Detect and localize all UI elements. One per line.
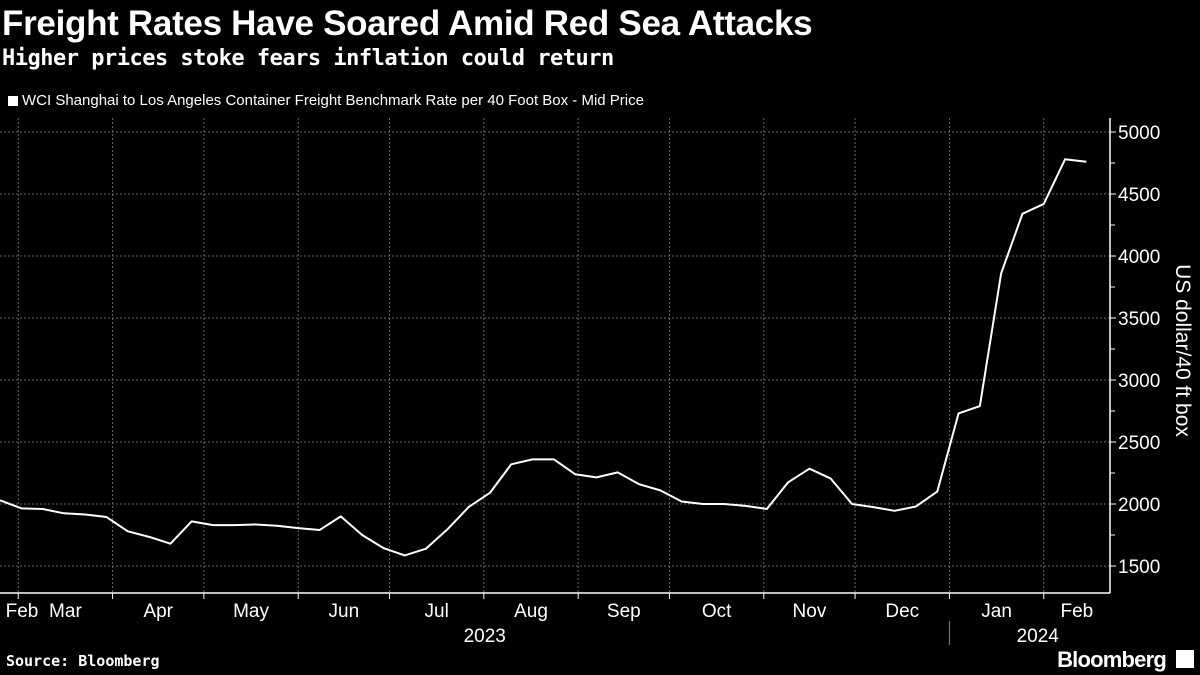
- y-tick-label: 4000: [1118, 247, 1160, 268]
- y-tick-label: 1500: [1118, 557, 1160, 578]
- legend-swatch: [8, 95, 18, 106]
- y-tick-label: 3000: [1118, 371, 1160, 392]
- x-tick-label: Jul: [425, 601, 449, 622]
- chart-subtitle: Higher prices stoke fears inflation coul…: [2, 46, 614, 71]
- chart-title: Freight Rates Have Soared Amid Red Sea A…: [2, 4, 813, 43]
- legend-label: WCI Shanghai to Los Angeles Container Fr…: [22, 92, 644, 109]
- legend: WCI Shanghai to Los Angeles Container Fr…: [8, 92, 644, 109]
- y-axis-title: US dollar/40 ft box: [1171, 264, 1194, 437]
- source-note: Source: Bloomberg: [6, 652, 160, 670]
- x-tick-label: May: [233, 601, 269, 622]
- x-tick-label: Aug: [514, 601, 548, 622]
- y-tick-label: 3500: [1118, 309, 1160, 330]
- x-tick-label: Jan: [981, 601, 1012, 622]
- x-tick-label: Dec: [885, 601, 919, 622]
- x-tick-label: Mar: [49, 601, 82, 622]
- x-tick-label: Sep: [607, 601, 641, 622]
- year-label: 2023: [464, 626, 506, 647]
- bloomberg-logo-icon: [1176, 650, 1194, 668]
- x-tick-label: Apr: [143, 601, 173, 622]
- x-tick-label: Feb: [1060, 601, 1093, 622]
- y-tick-label: 4500: [1118, 185, 1160, 206]
- year-label: 2024: [1017, 626, 1060, 647]
- x-tick-label: Feb: [6, 601, 39, 622]
- x-tick-label: Nov: [793, 601, 827, 622]
- y-tick-label: 2000: [1118, 495, 1160, 516]
- x-tick-label: Oct: [702, 601, 732, 622]
- bloomberg-logo: Bloomberg: [1057, 647, 1167, 672]
- y-tick-label: 2500: [1118, 433, 1160, 454]
- series-line: [0, 158, 1087, 557]
- x-tick-label: Jun: [329, 601, 360, 622]
- y-tick-label: 5000: [1118, 123, 1160, 144]
